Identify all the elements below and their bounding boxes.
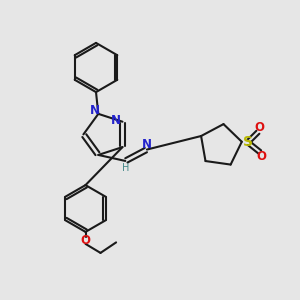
Text: N: N (90, 104, 100, 117)
Text: O: O (256, 150, 266, 163)
Text: S: S (243, 135, 253, 149)
Text: N: N (111, 114, 121, 127)
Text: N: N (142, 138, 152, 151)
Text: O: O (80, 234, 91, 247)
Text: O: O (254, 121, 264, 134)
Text: H: H (122, 163, 130, 172)
